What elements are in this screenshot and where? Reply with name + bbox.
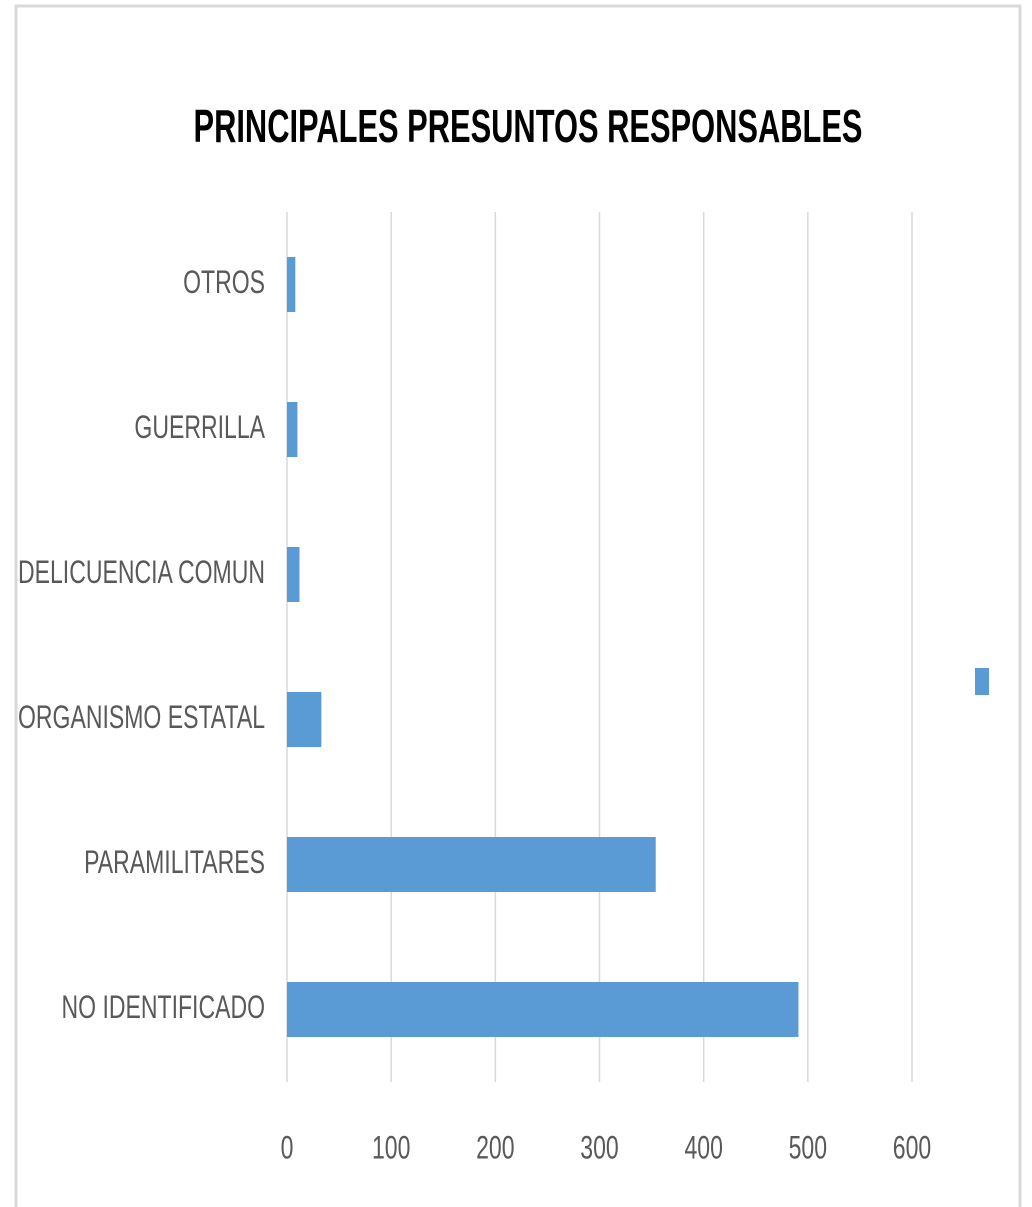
bar <box>287 692 322 747</box>
legend-swatch <box>975 668 989 695</box>
x-tick-label: 300 <box>580 1130 618 1166</box>
y-tick-label: ORGANISMO ESTATAL <box>18 699 265 735</box>
y-tick-label-group: ORGANISMO ESTATAL <box>18 699 265 735</box>
y-tick-label: PARAMILITARES <box>84 844 265 880</box>
x-tick-label-group: 600 <box>893 1130 931 1166</box>
x-tick-label-group: 400 <box>684 1130 722 1166</box>
chart-title: PRINCIPALES PRESUNTOS RESPONSABLES <box>194 100 863 152</box>
y-tick-label-group: DELICUENCIA COMUN <box>18 554 265 590</box>
x-tick-label-group: 200 <box>476 1130 514 1166</box>
y-tick-label: OTROS <box>183 264 265 300</box>
y-tick-label-group: OTROS <box>183 264 265 300</box>
y-tick-label-group: PARAMILITARES <box>84 844 265 880</box>
y-tick-label: GUERRILLA <box>134 409 265 445</box>
y-tick-label: DELICUENCIA COMUN <box>18 554 265 590</box>
x-tick-label: 200 <box>476 1130 514 1166</box>
x-tick-label-group: 0 <box>281 1130 294 1166</box>
x-tick-label-group: 100 <box>372 1130 410 1166</box>
bar <box>287 547 300 602</box>
bar <box>287 982 799 1037</box>
x-tick-label: 100 <box>372 1130 410 1166</box>
x-tick-label: 400 <box>684 1130 722 1166</box>
bar <box>287 837 656 892</box>
x-tick-label: 600 <box>893 1130 931 1166</box>
y-tick-label: NO IDENTIFICADO <box>62 989 265 1025</box>
x-tick-label-group: 500 <box>789 1130 827 1166</box>
x-tick-label: 0 <box>281 1130 294 1166</box>
bar <box>287 257 296 312</box>
y-tick-label-group: NO IDENTIFICADO <box>62 989 265 1025</box>
bar <box>287 402 298 457</box>
x-tick-label: 500 <box>789 1130 827 1166</box>
x-tick-label-group: 300 <box>580 1130 618 1166</box>
y-tick-label-group: GUERRILLA <box>134 409 265 445</box>
